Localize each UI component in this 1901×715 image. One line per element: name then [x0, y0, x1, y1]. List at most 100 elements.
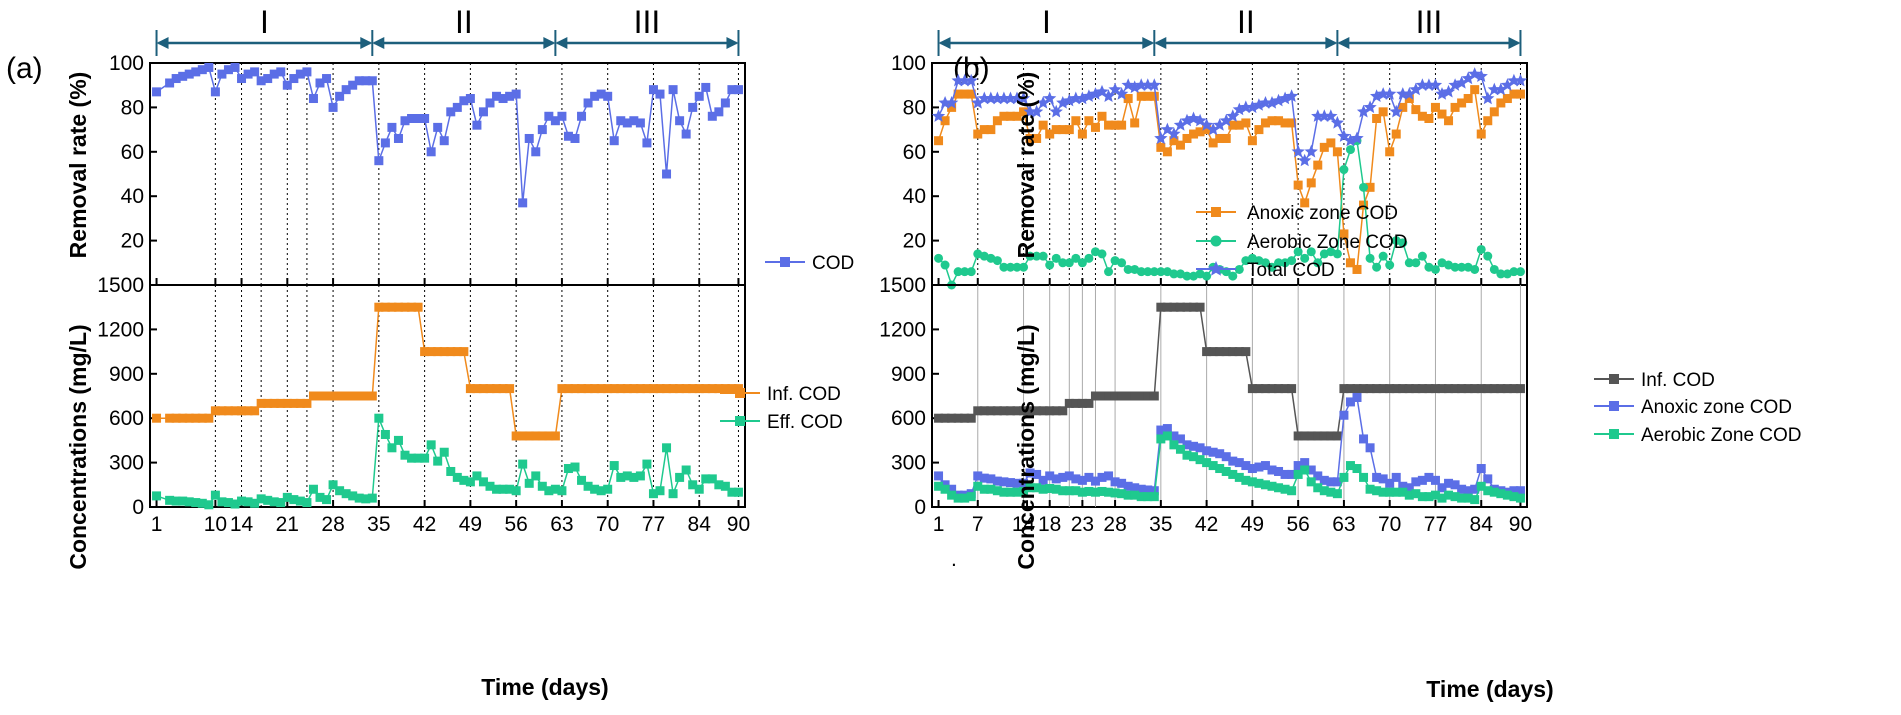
- b-bottom-series-anoxic-zone-cod-point-72: [1404, 483, 1414, 493]
- a-bottom-xtick-label-13: 90: [727, 513, 750, 536]
- b-bottom-series-inf-cod-point-12: [1012, 406, 1022, 416]
- b-top-series-aerobic-zone-cod-point-25: [1097, 249, 1107, 259]
- b-top-series-total-cod-point-88: [1507, 73, 1521, 87]
- b-bottom-series-inf-cod-point-16: [1038, 406, 1048, 416]
- b-top-series-total-cod-point-66: [1363, 100, 1377, 114]
- b-bottom-series-anoxic-zone-cod-point-65: [1359, 434, 1369, 444]
- b-top-ytick-label-2: 60: [903, 141, 926, 164]
- a-bottom-series-eff-cod-point-24: [315, 492, 325, 502]
- b-phase-arrowhead-left-2: [1337, 37, 1350, 49]
- b-bottom-series-inf-cod-point-17: [1045, 406, 1055, 416]
- a-bottom-series-eff-cod-point-32: [367, 493, 377, 503]
- b-bottom-series-anoxic-zone-cod-point-59: [1319, 475, 1329, 485]
- b-bottom-series-inf-cod-point-46: [1234, 347, 1244, 357]
- b-bottom-series-inf-cod-point-22: [1077, 398, 1087, 408]
- a-bottom-legend: Inf. COD Eff. COD: [720, 384, 843, 433]
- b-top-series-aerobic-zone-cod-point-18: [1051, 253, 1061, 263]
- b-bottom-series-aerobic-zone-cod-point-85: [1489, 487, 1499, 497]
- b-top-series-anoxic-zone-cod-point-16: [1038, 120, 1048, 130]
- b-top-series-anoxic-zone-cod-point-84: [1483, 116, 1493, 126]
- a-top-series-cod-point-19: [282, 80, 292, 90]
- a-top-series-cod-point-72: [629, 116, 639, 126]
- a-bottom-series-eff-cod-point-76: [655, 486, 665, 496]
- b-bottom-series-aerobic-zone-cod-point-11: [1005, 487, 1015, 497]
- a-bottom-series-inf-cod-point-66: [590, 384, 600, 394]
- a-bottom-series-inf-cod-point-36: [393, 302, 403, 312]
- b-bottom-series-inf-cod-point-62: [1339, 384, 1349, 394]
- b-top-series-anoxic-zone-cod-point-66: [1365, 182, 1375, 192]
- b-bottom-plot: 0 300 600 900 1200 1500 1 7 14 18 23 28 35 42 49 56 63 70…: [879, 274, 1532, 536]
- b-top-series-anoxic-zone-cod-point-15: [1032, 133, 1042, 143]
- b-top-series-aerobic-zone-cod-point-26: [1104, 267, 1114, 277]
- a-top-series-cod-point-68: [603, 91, 613, 101]
- a-bottom-series-eff-cod-point-17: [269, 497, 279, 507]
- b-bottom-series-anoxic-zone-cod-point-79: [1450, 480, 1460, 490]
- b-top-series-aerobic-zone-cod-point-3: [953, 267, 963, 277]
- a-top-series-cod-point-65: [583, 98, 593, 108]
- b-top-series-anoxic-zone-cod-point-36: [1169, 136, 1179, 146]
- a-bottom-series-eff-cod-point-38: [407, 453, 417, 463]
- b-bottom-series-anoxic-zone-cod-point-69: [1385, 478, 1395, 488]
- b-bottom-series-anoxic-zone-cod-point-8: [986, 474, 996, 484]
- b-bottom-series-inf-cod-point-4: [960, 413, 970, 423]
- a-top-legend: COD: [765, 253, 854, 274]
- b-bottom-series-anoxic-zone-cod-point-15: [1032, 469, 1042, 479]
- b-bottom-series-anoxic-zone-cod-point-30: [1130, 483, 1140, 493]
- a-top-series-cod-point-7: [204, 62, 214, 72]
- a-bottom-series-inf-cod-point-52: [498, 384, 508, 394]
- b-top-series-aerobic-zone-cod-point-36: [1169, 269, 1179, 279]
- a-bottom-series-inf-cod-point-9: [217, 406, 227, 416]
- a-bottom-series-eff-cod-point-16: [263, 495, 273, 505]
- a-bottom-series-inf-cod-point-14: [250, 406, 260, 416]
- a-top-series-cod-point-79: [675, 116, 685, 126]
- b-bottom-series-anoxic-zone-cod-point-40: [1195, 443, 1205, 453]
- a-top-series-cod-point-8: [210, 87, 220, 97]
- a-bottom-series-inf-cod-point-5: [191, 413, 201, 423]
- a-top-series-cod-point-46: [459, 96, 469, 106]
- b-bottom-series-anoxic-zone-cod-point-52: [1274, 466, 1284, 476]
- b-top-series-total-cod-point-34: [1154, 131, 1168, 145]
- b-top-series-total-cod-point-41: [1200, 118, 1214, 131]
- a-top-series-cod-point-1: [165, 78, 175, 88]
- a-top-legend-cod: COD: [812, 253, 854, 274]
- b-bottom-series-anoxic-zone-cod-point-7: [979, 473, 989, 483]
- a-bottom-series-eff-cod-point-7: [204, 500, 214, 510]
- b-top-series-anoxic-zone-cod-point-11: [1005, 111, 1015, 121]
- b-top-series-anoxic-zone-cod-point-64: [1352, 264, 1362, 274]
- b-top-series-total-cod-point-49: [1252, 98, 1266, 111]
- a-top-series-cod-point-73: [635, 118, 645, 128]
- a-bottom-series-eff-cod-point-12: [237, 496, 247, 506]
- b-bottom-series-anoxic-zone-cod-point-12: [1012, 478, 1022, 488]
- a-bottom-series-eff-cod-point-64: [577, 475, 587, 485]
- b-bottom-series-anoxic-zone-cod-point-56: [1300, 458, 1310, 468]
- a-bottom-series-eff-cod-point-23: [308, 484, 318, 494]
- a-bottom-series-eff-cod-point-1: [165, 495, 175, 505]
- b-bottom-series-aerobic-zone-cod-point-18: [1051, 484, 1061, 494]
- b-top-series-total-cod-point-36: [1167, 127, 1181, 140]
- b-top-series-total-cod-point-42: [1206, 122, 1220, 136]
- a-bottom-series-inf-cod-point-2: [171, 413, 181, 423]
- b-top-series-total-cod-point-55: [1291, 144, 1305, 158]
- a-bottom-series-inf-cod-point-82: [694, 384, 704, 394]
- a-top-series-cod-point-36: [393, 133, 403, 143]
- b-bottom-series-inf-cod-point-19: [1058, 406, 1068, 416]
- b-top-series-anoxic-zone-cod-point-22: [1077, 129, 1087, 139]
- a-top-series-cod-point-12: [237, 74, 247, 84]
- b-bottom-series-aerobic-zone-cod-point-79: [1450, 492, 1460, 502]
- b-bottom-series-aerobic-zone-cod-point-7: [979, 484, 989, 494]
- b-bottom-series-aerobic-zone-cod-point-15: [1032, 483, 1042, 493]
- b-bottom-series-anoxic-zone-cod-point-24: [1090, 476, 1100, 486]
- b-top-series-anoxic-zone-cod-point-72: [1404, 94, 1414, 104]
- a-bottom-ytick-label-3: 900: [109, 363, 144, 386]
- b-phase-arrowhead-left-0: [938, 37, 951, 49]
- b-bottom-series-inf-cod-point-2: [947, 413, 957, 423]
- b-bottom-series-anoxic-zone-cod-point-27: [1110, 477, 1120, 487]
- b-top-series-anoxic-zone-cod-point-77: [1437, 109, 1447, 119]
- b-bottom-series-anoxic-zone-cod-point-62: [1339, 410, 1349, 420]
- a-top-series-cod-point-20: [289, 74, 299, 84]
- a-top-series-cod-point-52: [498, 94, 508, 104]
- a-bottom-series-eff-cod-point-52: [498, 484, 508, 494]
- b-bottom-series-anoxic-zone-cod-point-66: [1365, 443, 1375, 453]
- a-bottom-series-eff-cod-point-29: [348, 491, 358, 501]
- a-bottom-series-eff-cod-point-83: [701, 474, 711, 484]
